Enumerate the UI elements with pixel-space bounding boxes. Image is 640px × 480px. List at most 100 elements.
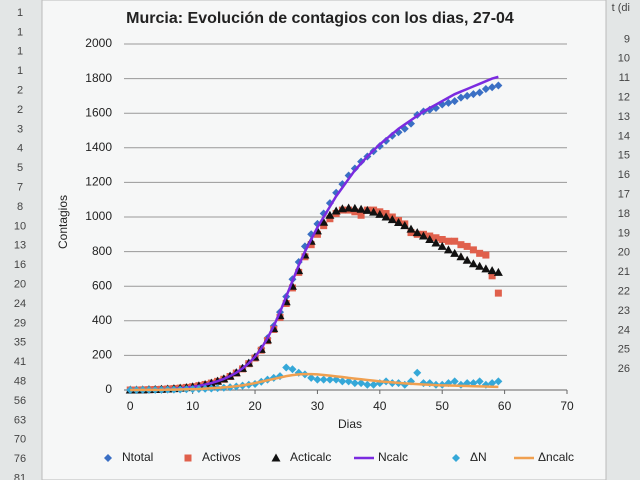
data-point bbox=[482, 251, 490, 259]
data-point bbox=[337, 204, 347, 213]
data-point bbox=[494, 81, 503, 90]
row-number: 41 bbox=[14, 356, 26, 368]
data-point bbox=[344, 203, 354, 212]
data-point bbox=[381, 212, 391, 221]
x-tick-label: 0 bbox=[127, 399, 134, 413]
data-point bbox=[362, 205, 372, 214]
row-number: 56 bbox=[14, 395, 26, 407]
data-point bbox=[400, 124, 409, 133]
row-number: 1 bbox=[17, 7, 23, 19]
data-point bbox=[350, 379, 359, 388]
cell-value: 16 bbox=[618, 169, 630, 181]
data-point bbox=[469, 90, 478, 99]
data-point bbox=[363, 380, 372, 389]
x-axis-label: Dias bbox=[338, 417, 362, 431]
data-point bbox=[475, 377, 484, 386]
data-point bbox=[488, 83, 497, 92]
y-tick-label: 400 bbox=[92, 313, 112, 327]
row-number: 8 bbox=[17, 201, 23, 213]
cell-value: 10 bbox=[618, 53, 630, 65]
data-point bbox=[400, 221, 410, 230]
row-number: 48 bbox=[14, 376, 26, 388]
legend-swatch bbox=[452, 454, 460, 462]
cell-value: 11 bbox=[619, 72, 630, 84]
x-tick-label: 20 bbox=[248, 399, 262, 413]
data-point bbox=[450, 248, 460, 257]
data-point bbox=[325, 375, 334, 384]
row-number: 20 bbox=[14, 279, 26, 291]
cell-value: 22 bbox=[618, 286, 630, 298]
data-point bbox=[487, 266, 497, 275]
legend-swatch bbox=[184, 454, 192, 462]
data-point bbox=[425, 234, 435, 243]
legend-label: Ncalc bbox=[378, 450, 408, 464]
cell-value: 26 bbox=[618, 363, 630, 375]
data-point bbox=[494, 377, 503, 386]
row-number: 2 bbox=[17, 104, 23, 116]
y-tick-label: 1000 bbox=[85, 209, 112, 223]
data-point bbox=[468, 259, 478, 268]
data-point bbox=[412, 228, 422, 237]
data-point bbox=[456, 93, 465, 102]
data-point bbox=[319, 217, 329, 226]
data-point bbox=[488, 379, 497, 388]
cell-value: 21 bbox=[618, 266, 630, 278]
y-tick-label: 1400 bbox=[85, 140, 112, 154]
cell-value: 15 bbox=[618, 150, 630, 162]
cell-value: 20 bbox=[618, 247, 630, 259]
y-tick-label: 0 bbox=[105, 382, 112, 396]
legend-label: Δncalc bbox=[538, 450, 574, 464]
legend-label: Activos bbox=[202, 450, 241, 464]
row-number: 4 bbox=[17, 143, 23, 155]
data-point bbox=[451, 237, 459, 245]
cell-value: 19 bbox=[618, 227, 630, 239]
x-tick-label: 10 bbox=[186, 399, 200, 413]
data-point bbox=[450, 97, 459, 106]
data-point bbox=[331, 206, 341, 215]
legend-label: Acticalc bbox=[290, 450, 331, 464]
series-line bbox=[130, 372, 499, 392]
legend-label: ΔN bbox=[470, 450, 487, 464]
cell-value: t (di bbox=[612, 2, 630, 14]
data-point bbox=[387, 215, 397, 224]
data-point bbox=[413, 368, 422, 377]
x-tick-label: 60 bbox=[498, 399, 512, 413]
data-point bbox=[325, 210, 335, 219]
data-point bbox=[443, 245, 453, 254]
data-point bbox=[418, 231, 428, 240]
data-point bbox=[469, 246, 477, 254]
cell-value: 17 bbox=[618, 189, 630, 201]
data-point bbox=[282, 363, 291, 372]
data-point bbox=[462, 255, 472, 264]
data-point bbox=[406, 224, 416, 233]
data-point bbox=[432, 234, 440, 242]
y-tick-label: 200 bbox=[92, 348, 112, 362]
row-number: 5 bbox=[17, 162, 23, 174]
data-point bbox=[488, 272, 496, 280]
data-point bbox=[438, 235, 446, 243]
row-number: 81 bbox=[14, 473, 26, 480]
x-tick-label: 70 bbox=[560, 399, 574, 413]
chart-title: Murcia: Evolución de contagios con los d… bbox=[126, 10, 514, 27]
row-number: 7 bbox=[17, 182, 23, 194]
y-tick-label: 1200 bbox=[85, 175, 112, 189]
data-point bbox=[494, 289, 502, 297]
data-point bbox=[431, 238, 441, 247]
row-number: 13 bbox=[14, 240, 26, 252]
data-point bbox=[463, 91, 472, 100]
x-tick-label: 30 bbox=[311, 399, 325, 413]
data-point bbox=[444, 237, 452, 245]
data-point bbox=[319, 375, 328, 384]
row-number: 3 bbox=[17, 123, 23, 135]
data-point bbox=[475, 88, 484, 97]
y-axis-label: Contagios bbox=[56, 195, 70, 249]
data-point bbox=[357, 379, 366, 388]
row-number: 16 bbox=[14, 259, 26, 271]
row-number: 2 bbox=[17, 85, 23, 97]
row-number: 1 bbox=[17, 65, 23, 77]
data-point bbox=[307, 373, 316, 382]
y-tick-label: 1800 bbox=[85, 71, 112, 85]
data-point bbox=[493, 267, 503, 276]
y-tick-label: 800 bbox=[92, 244, 112, 258]
